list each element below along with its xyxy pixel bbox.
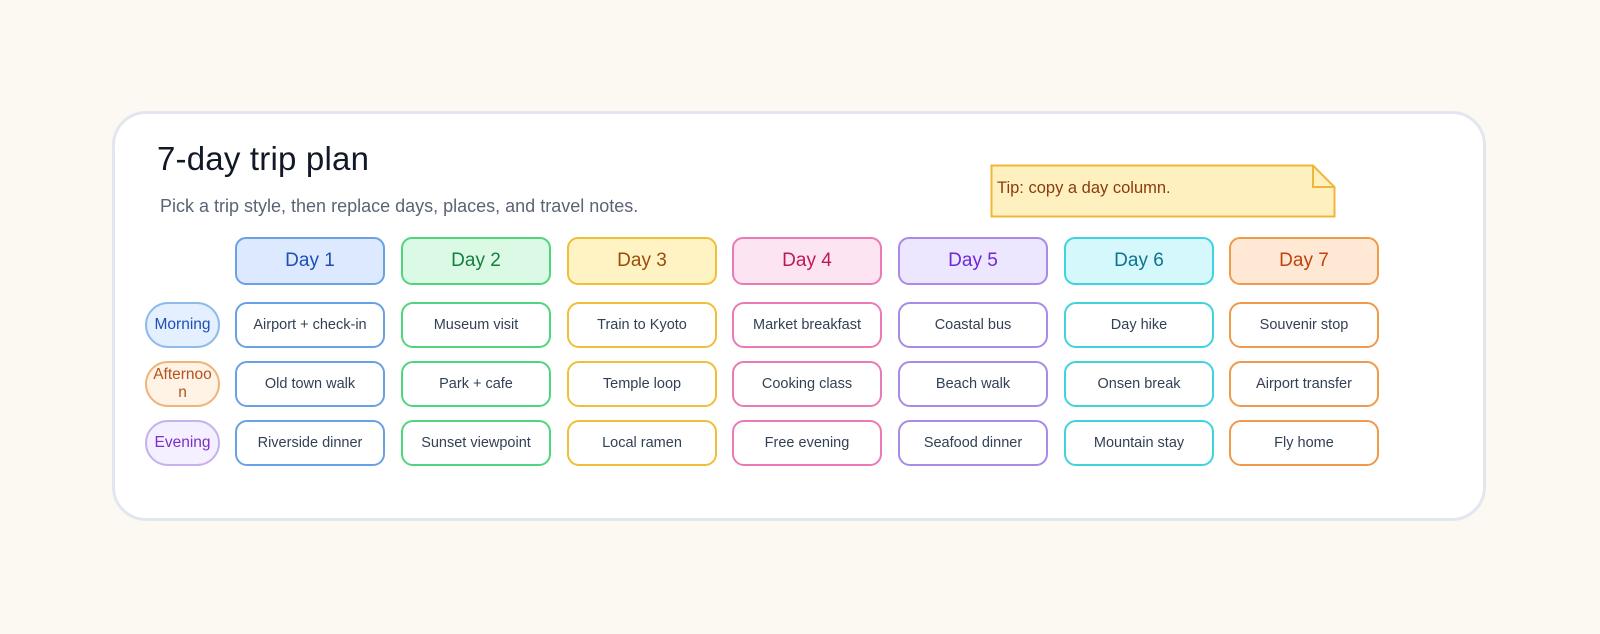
day-header-4: Day 4 [732, 237, 882, 285]
tip-sticky-note: Tip: copy a day column. [990, 164, 1336, 218]
activity-card: Local ramen [567, 420, 717, 466]
day-header-7: Day 7 [1229, 237, 1379, 285]
activity-card: Souvenir stop [1229, 302, 1379, 348]
activity-card: Coastal bus [898, 302, 1048, 348]
activity-card: Day hike [1064, 302, 1214, 348]
day-header-3: Day 3 [567, 237, 717, 285]
activity-card: Temple loop [567, 361, 717, 407]
activity-card: Airport + check-in [235, 302, 385, 348]
sticky-note-shape [990, 164, 1336, 218]
day-header-6: Day 6 [1064, 237, 1214, 285]
activity-card: Fly home [1229, 420, 1379, 466]
tip-text: Tip: copy a day column. [997, 179, 1171, 197]
row-label-1: Morning [145, 302, 220, 348]
page-title: 7-day trip plan [157, 140, 370, 177]
day-header-2: Day 2 [401, 237, 551, 285]
activity-card: Airport transfer [1229, 361, 1379, 407]
activity-card: Sunset viewpoint [401, 420, 551, 466]
page-subtitle: Pick a trip style, then replace days, pl… [160, 196, 639, 216]
activity-card: Beach walk [898, 361, 1048, 407]
activity-card: Park + cafe [401, 361, 551, 407]
activity-card: Riverside dinner [235, 420, 385, 466]
row-label-3: Evening [145, 420, 220, 466]
activity-card: Onsen break [1064, 361, 1214, 407]
activity-card: Old town walk [235, 361, 385, 407]
activity-card: Seafood dinner [898, 420, 1048, 466]
activity-card: Free evening [732, 420, 882, 466]
activity-card: Market breakfast [732, 302, 882, 348]
row-label-2: Afternoon [145, 361, 220, 407]
activity-card: Mountain stay [1064, 420, 1214, 466]
activity-card: Train to Kyoto [567, 302, 717, 348]
activity-card: Museum visit [401, 302, 551, 348]
day-header-5: Day 5 [898, 237, 1048, 285]
day-header-1: Day 1 [235, 237, 385, 285]
activity-card: Cooking class [732, 361, 882, 407]
